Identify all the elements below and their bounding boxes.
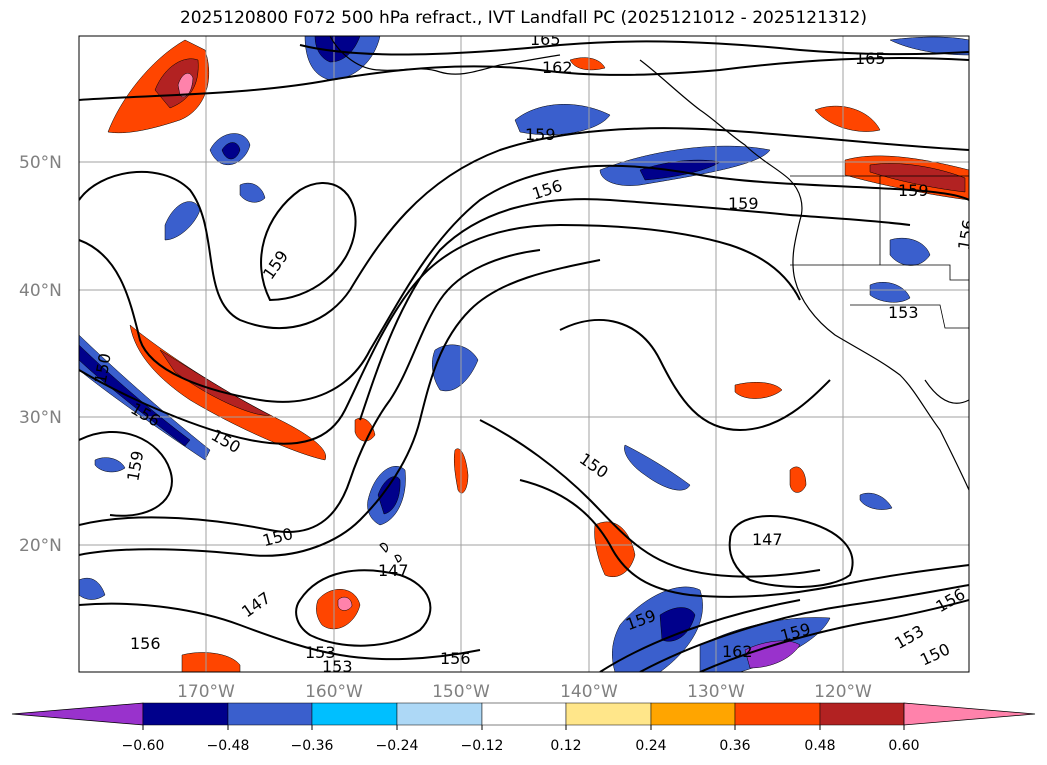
negative-core bbox=[659, 607, 696, 642]
colorbar: −0.60 −0.48 −0.36 −0.24 −0.12 0.12 0.24 … bbox=[11, 702, 1036, 754]
contour-label: 165 bbox=[530, 30, 561, 49]
contour-label: 153 bbox=[888, 303, 919, 322]
colorbar-segment bbox=[734, 702, 821, 726]
contour-label: 159 bbox=[898, 181, 929, 200]
positive-shade bbox=[569, 57, 606, 71]
lat-label-40n: 40°N bbox=[19, 281, 62, 301]
negative-shade bbox=[889, 36, 969, 56]
colorbar-tick-label: −0.24 bbox=[376, 738, 419, 754]
colorbar-tick-label: 0.12 bbox=[550, 738, 581, 754]
positive-core bbox=[159, 349, 271, 416]
negative-shade bbox=[624, 444, 691, 491]
contour-label: 165 bbox=[855, 49, 886, 68]
negative-shade bbox=[79, 334, 211, 461]
negative-extreme bbox=[744, 640, 801, 669]
positive-shade bbox=[789, 466, 807, 493]
negative-core bbox=[377, 476, 401, 515]
colorbar-segment bbox=[481, 702, 567, 726]
lon-label-120w: 120°W bbox=[814, 682, 872, 702]
contour-label: 156 bbox=[440, 649, 471, 668]
lat-label-30n: 30°N bbox=[19, 408, 62, 428]
contour-label: 147 bbox=[378, 561, 409, 580]
negative-shade bbox=[432, 344, 479, 392]
colorbar-segment bbox=[650, 702, 736, 726]
lon-label-130w: 130°W bbox=[687, 682, 745, 702]
colorbar-tick-label: −0.36 bbox=[291, 738, 334, 754]
colorbar-tick-label: 0.60 bbox=[888, 738, 919, 754]
contour-label: 156 bbox=[130, 634, 161, 653]
latitude-labels: 50°N 40°N 30°N 20°N bbox=[19, 153, 62, 556]
lat-label-50n: 50°N bbox=[19, 153, 62, 173]
positive-peak bbox=[337, 596, 353, 611]
lon-label-150w: 150°W bbox=[432, 682, 490, 702]
negative-shade bbox=[514, 104, 611, 136]
colorbar-segment bbox=[565, 702, 652, 726]
negative-core bbox=[221, 142, 241, 160]
colorbar-tick-label: −0.60 bbox=[122, 738, 165, 754]
positive-shade bbox=[354, 417, 376, 442]
colorbar-tick-label: 0.48 bbox=[804, 738, 835, 754]
contour-label: 156 bbox=[954, 218, 978, 251]
lat-label-20n: 20°N bbox=[19, 536, 62, 556]
positive-peak bbox=[177, 73, 194, 98]
contour-label: 153 bbox=[305, 643, 336, 662]
negative-shade bbox=[94, 457, 126, 473]
colorbar-segment bbox=[903, 702, 1036, 726]
negative-shade bbox=[889, 237, 931, 266]
map-frame bbox=[78, 35, 970, 673]
negative-shade bbox=[859, 492, 893, 510]
colorbar-segment bbox=[819, 702, 905, 726]
positive-shade bbox=[734, 382, 783, 399]
contour-label: 162 bbox=[722, 642, 753, 661]
negative-shade bbox=[869, 282, 911, 303]
colorbar-tick-label: 0.24 bbox=[635, 738, 666, 754]
colorbar-segment bbox=[142, 702, 229, 726]
colorbar-tick-label: −0.48 bbox=[207, 738, 250, 754]
lon-label-140w: 140°W bbox=[560, 682, 618, 702]
contour-label: 153 bbox=[322, 657, 353, 676]
longitude-labels: 170°W 160°W 150°W 140°W 130°W 120°W bbox=[177, 682, 872, 702]
contour-label: 147 bbox=[752, 530, 783, 549]
coastlines bbox=[329, 36, 969, 563]
colorbar-segment bbox=[227, 702, 313, 726]
colorbar-tick-label: 0.36 bbox=[719, 738, 750, 754]
lon-label-170w: 170°W bbox=[177, 682, 235, 702]
negative-core bbox=[79, 344, 191, 447]
contour-label: 159 bbox=[728, 194, 759, 213]
map-title: 2025120800 F072 500 hPa refract., IVT La… bbox=[179, 8, 867, 28]
political-borders bbox=[790, 175, 969, 329]
colorbar-tick-label: −0.12 bbox=[461, 738, 504, 754]
positive-core bbox=[869, 163, 966, 193]
colorbar-segment bbox=[311, 702, 398, 726]
negative-core bbox=[314, 36, 361, 63]
graticule bbox=[79, 36, 969, 672]
contour-label: 162 bbox=[542, 58, 573, 77]
shading-layer bbox=[79, 36, 969, 672]
colorbar-segment bbox=[11, 702, 144, 726]
negative-shade bbox=[239, 182, 266, 203]
lon-label-160w: 160°W bbox=[305, 682, 363, 702]
colorbar-segment bbox=[396, 702, 483, 726]
positive-shade bbox=[814, 105, 881, 132]
height-contours bbox=[79, 40, 969, 672]
positive-shade bbox=[181, 652, 241, 672]
negative-shade bbox=[79, 577, 106, 600]
contour-label: 159 bbox=[525, 125, 556, 144]
contour-labels: 165 162 165 159 156 159 159 159 153 156 … bbox=[91, 30, 978, 676]
